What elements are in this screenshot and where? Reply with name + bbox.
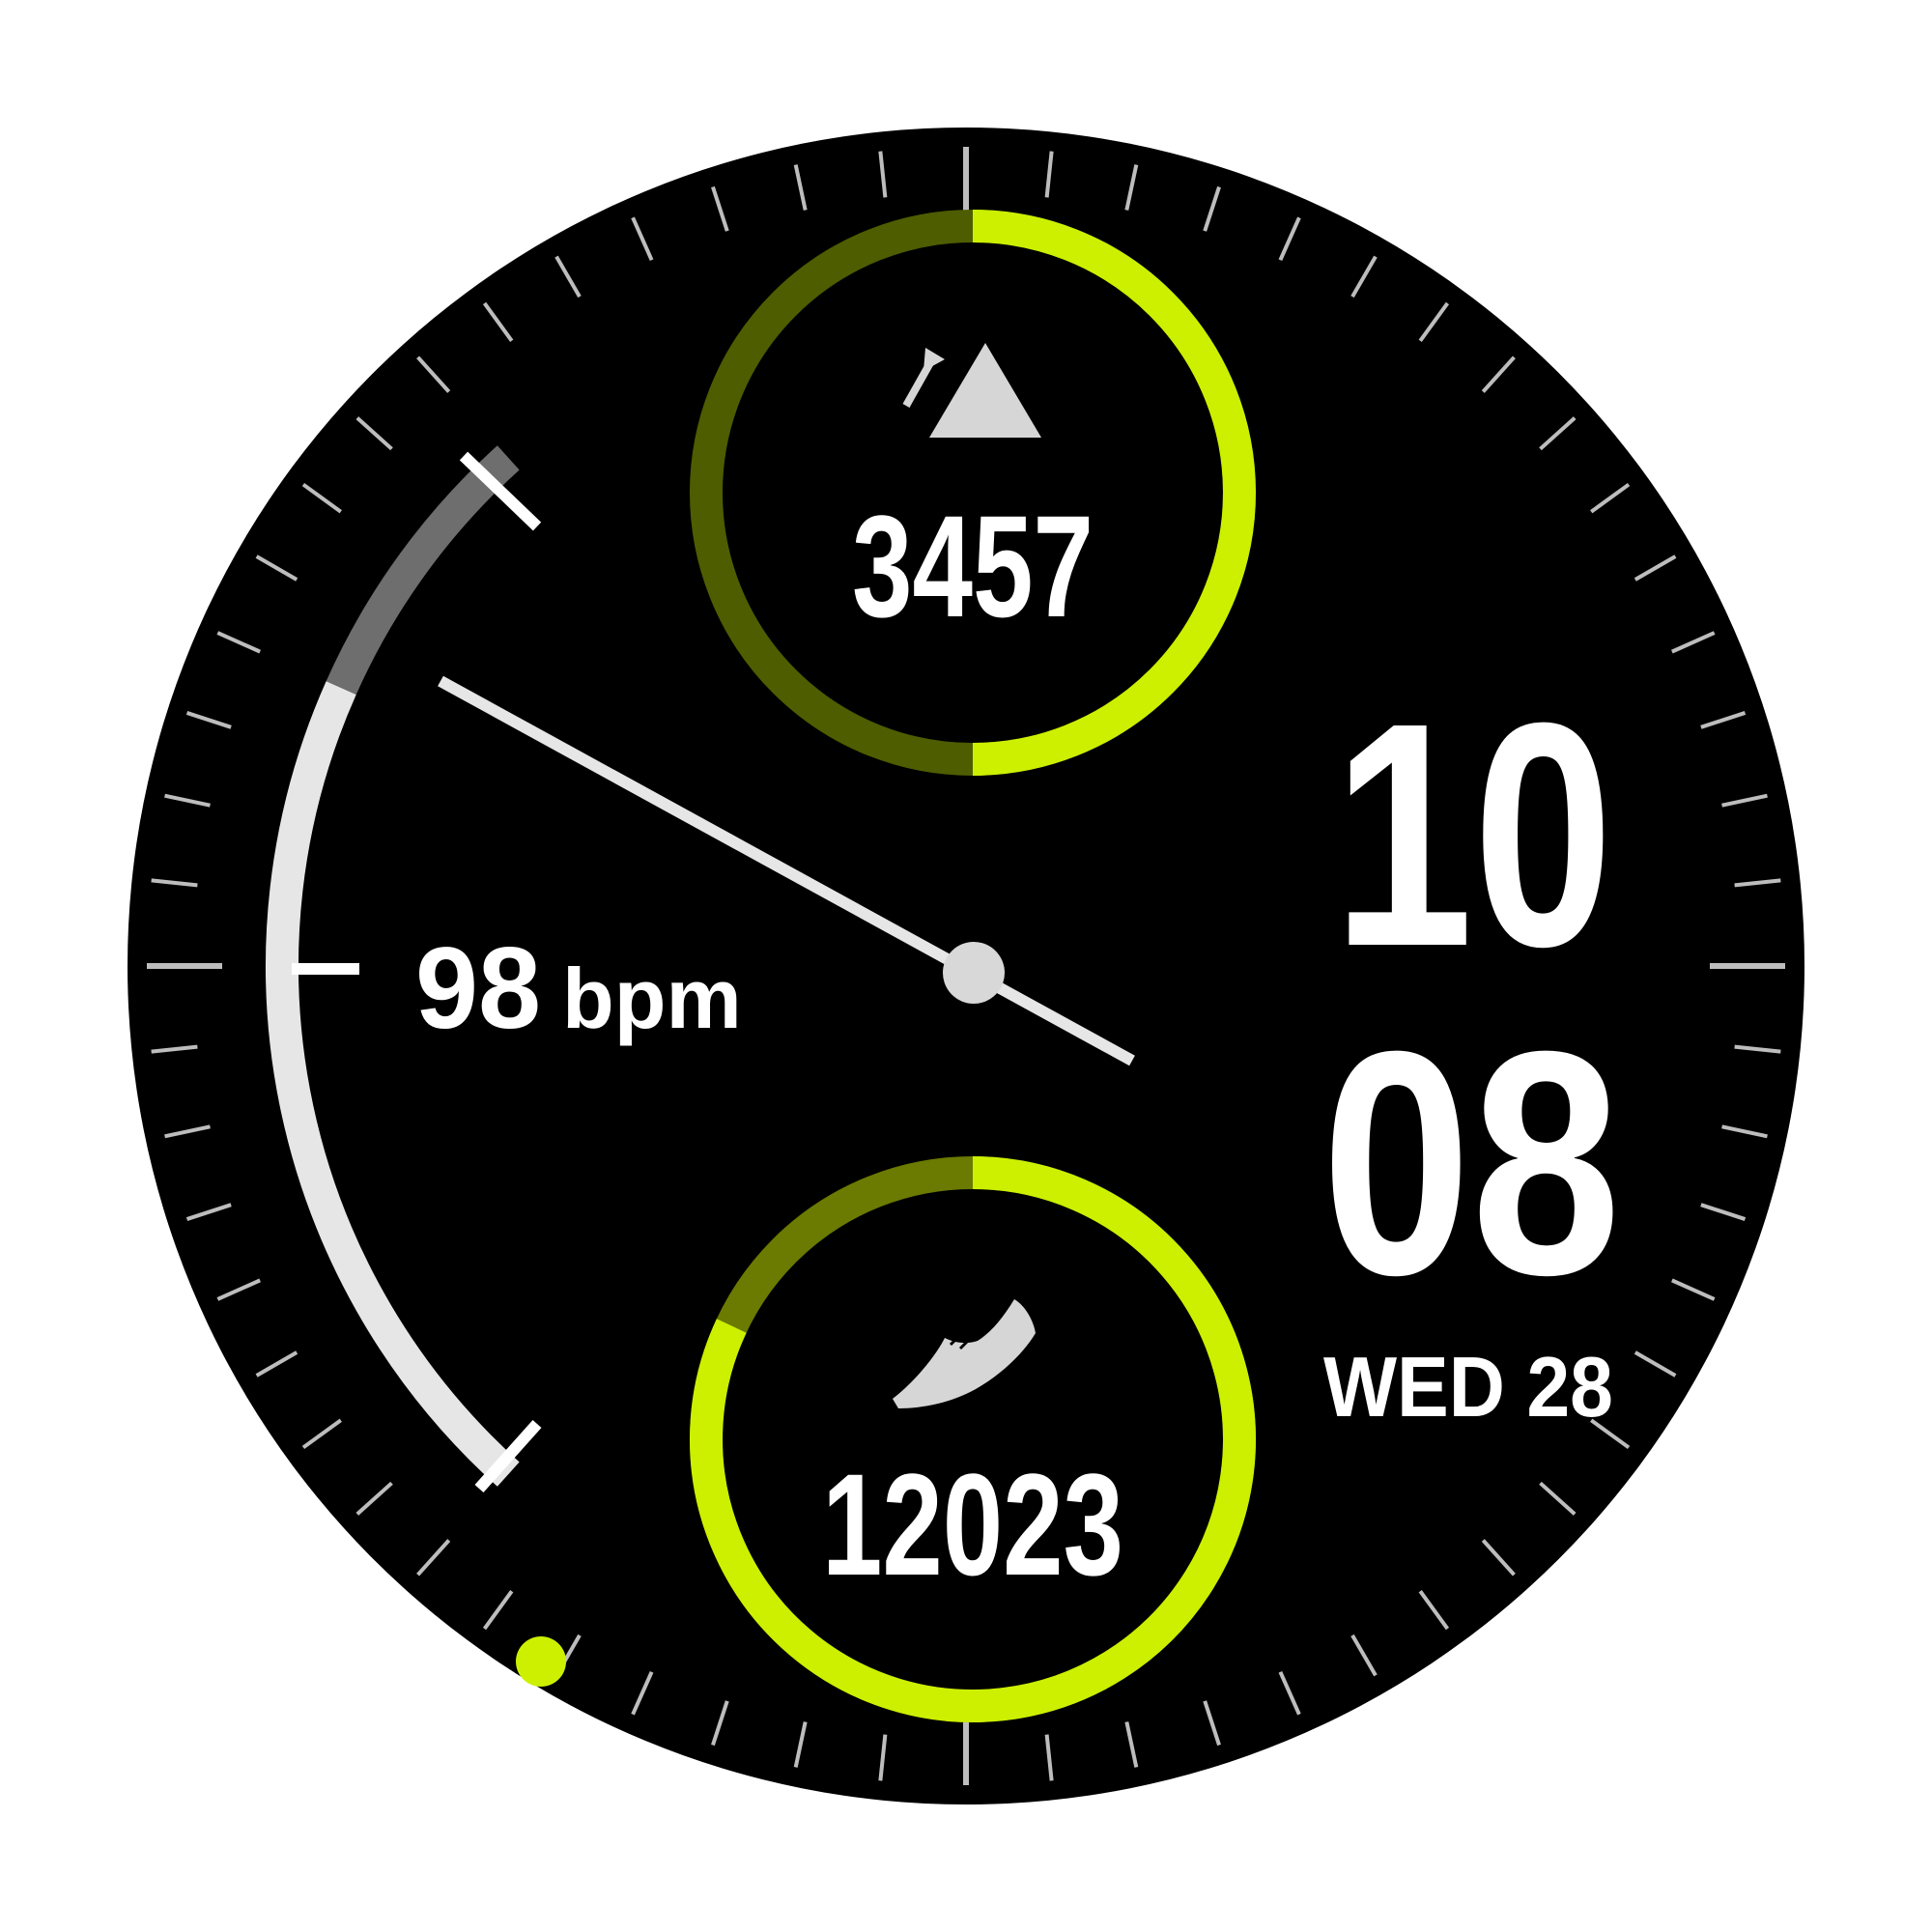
tick-mark <box>1481 1539 1516 1577</box>
tick-mark <box>1203 185 1221 232</box>
tick-mark <box>255 554 298 582</box>
minute-ticks <box>147 147 1785 1785</box>
tick-mark <box>1124 1721 1139 1768</box>
tick-mark <box>1350 1634 1378 1677</box>
time-hours: 10 <box>1333 656 1613 1012</box>
tick-mark <box>185 1203 232 1221</box>
tick-mark <box>1278 1671 1301 1716</box>
tick-mark <box>185 711 232 729</box>
gauge-bottom-tick <box>474 1419 542 1493</box>
tick-mark <box>711 1700 729 1747</box>
running-shoe-icon <box>893 1299 1036 1408</box>
tick-mark <box>878 1734 888 1781</box>
ascent-complication[interactable]: 3457 <box>690 210 1256 776</box>
tick-mark <box>416 1539 451 1577</box>
mountain-ascent-icon <box>902 343 1041 438</box>
steps-value: 12023 <box>822 1443 1123 1605</box>
heart-rate-unit: bpm <box>562 951 742 1046</box>
tick-mark <box>1721 1124 1768 1139</box>
tick-mark <box>1418 1590 1450 1631</box>
tick-mark <box>1721 793 1768 808</box>
tick-mark <box>711 185 729 232</box>
tick-mark <box>355 1481 393 1516</box>
tick-mark <box>1481 355 1516 393</box>
tick-mark <box>216 631 261 654</box>
tick-mark <box>1634 554 1677 582</box>
tick-mark <box>1634 1350 1677 1378</box>
tick-mark <box>164 1124 211 1139</box>
ascent-value: 3457 <box>852 485 1094 647</box>
tick-mark <box>1044 151 1054 198</box>
tick-mark <box>1590 1418 1631 1450</box>
steps-complication[interactable]: 12023 <box>690 1156 1256 1722</box>
tick-mark <box>554 255 582 298</box>
gauge-top-tick <box>459 451 542 531</box>
date-label: WED 28 <box>1323 1339 1613 1435</box>
tick-mark <box>1734 878 1781 888</box>
tick-mark <box>1671 631 1716 654</box>
tick-mark <box>793 164 808 211</box>
tick-mark <box>416 355 451 393</box>
time-minutes: 08 <box>1321 984 1621 1341</box>
tick-mark <box>255 1350 298 1378</box>
heart-rate-value: 98 <box>415 923 541 1053</box>
tick-mark <box>1671 1278 1716 1301</box>
tick-mark <box>164 793 211 808</box>
page-dot-icon[interactable] <box>516 1636 566 1687</box>
tick-mark <box>151 1044 198 1054</box>
heart-rate-gauge <box>266 445 542 1493</box>
hand-pivot <box>943 942 1005 1004</box>
heart-rate-reading: 98 bpm <box>415 923 742 1053</box>
tick-mark <box>878 151 888 198</box>
tick-mark <box>793 1721 808 1768</box>
tick-mark <box>301 1418 342 1450</box>
minute-hand <box>438 675 1135 1066</box>
tick-mark <box>1044 1734 1054 1781</box>
tick-mark <box>355 416 393 451</box>
ascent-ring-progress <box>972 210 1256 776</box>
tick-mark <box>151 878 198 888</box>
tick-mark <box>1700 1203 1747 1221</box>
tick-mark <box>482 1590 514 1631</box>
tick-mark <box>1539 416 1577 451</box>
tick-mark <box>1700 711 1747 729</box>
tick-mark <box>1418 301 1450 342</box>
tick-mark <box>1734 1044 1781 1054</box>
tick-mark <box>631 216 654 261</box>
tick-mark <box>1124 164 1139 211</box>
tick-mark <box>1590 482 1631 514</box>
tick-mark <box>301 482 342 514</box>
heart-rate-gauge-fill <box>266 681 520 1487</box>
tick-mark <box>1350 255 1378 298</box>
tick-mark <box>482 301 514 342</box>
tick-mark <box>631 1671 654 1716</box>
tick-mark <box>1539 1481 1577 1516</box>
tick-mark <box>1203 1700 1221 1747</box>
tick-mark <box>1278 216 1301 261</box>
tick-mark <box>216 1278 261 1301</box>
steps-ring-progress <box>690 1156 1256 1722</box>
